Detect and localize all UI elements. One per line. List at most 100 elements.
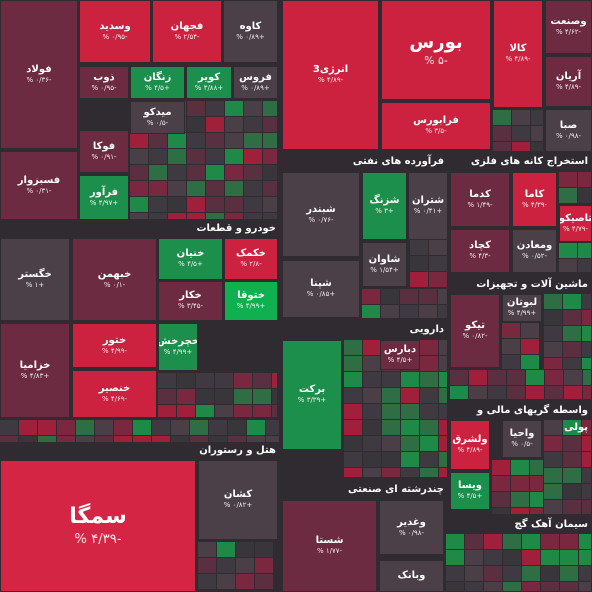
stock-tile[interactable]: کالا -۴/۸۹ % — [493, 0, 543, 108]
tile — [420, 356, 438, 371]
stock-tile[interactable]: خزامیا +۴/۸۳ % — [0, 323, 70, 418]
stock-tile[interactable]: کچاد -۴/۳ % — [450, 229, 510, 273]
stock-tile[interactable]: واحیا -۰/۵ % — [502, 420, 542, 458]
stock-tile[interactable]: شستا -۱/۷۷ % — [282, 500, 377, 592]
tile — [563, 358, 581, 369]
stock-tile[interactable]: خکار -۳/۴۵ % — [158, 281, 223, 321]
stock-tile[interactable]: ومعادن -۰/۵۲ % — [512, 229, 557, 273]
stock-tile[interactable]: شپنا +۰/۸۵ % — [282, 260, 360, 318]
tile — [114, 420, 132, 435]
tile — [244, 197, 262, 212]
stock-tile[interactable]: فروس +۰/۸۹ % — [233, 66, 278, 99]
stock-tile[interactable]: فولاد -۰/۳۶ % — [0, 0, 78, 149]
stock-tile[interactable]: فرآور +۴/۹۷ % — [79, 175, 129, 220]
stock-tile[interactable]: وبانک — [379, 560, 444, 592]
tile — [522, 582, 540, 591]
stock-tile[interactable]: کدما -۱/۴۹ % — [450, 172, 510, 227]
stock-tile[interactable]: ولشرق -۴/۸۹ % — [450, 420, 490, 470]
tile — [263, 165, 277, 180]
stock-change: -۳/۵ % — [425, 127, 447, 136]
sector-header: دارویی — [282, 321, 448, 338]
tile — [429, 256, 447, 271]
stock-tile[interactable]: فرابورس -۳/۵ % — [381, 102, 491, 150]
tile — [344, 420, 362, 435]
stock-tile[interactable]: وسدید -۰/۹۵ % — [79, 0, 151, 63]
stock-tile[interactable]: کاوه +۰/۸۹ % — [223, 0, 278, 63]
stock-tile[interactable]: خکمک -۲/۸ % — [224, 238, 278, 280]
stock-tile[interactable]: خنصیر -۴/۶۹ % — [72, 370, 157, 418]
tile — [544, 310, 562, 325]
tile — [168, 197, 186, 212]
tile — [401, 452, 419, 467]
tile — [382, 436, 400, 451]
stock-tile[interactable]: میدکو -۰/۵ % — [130, 101, 185, 134]
stock-tile[interactable]: وصنعت -۴/۶۲ % — [545, 0, 592, 54]
tile — [492, 508, 510, 514]
stock-tile[interactable]: تاصیکو -۴/۷۹ % — [559, 205, 592, 242]
tile — [507, 386, 525, 399]
tile — [57, 420, 75, 435]
tile — [228, 436, 246, 447]
stock-name: تیکو — [465, 320, 485, 332]
stock-tile[interactable]: شزنگ +۳ % — [362, 172, 407, 240]
stock-tile[interactable]: فوکا -۰/۹۱ % — [79, 130, 129, 173]
stock-tile[interactable]: بورس -۵ % — [381, 0, 491, 100]
tile — [344, 452, 362, 467]
tile — [198, 558, 216, 573]
stock-name: تاصیکو — [559, 212, 592, 224]
tile — [225, 149, 243, 164]
stock-tile[interactable]: کشان +۰/۸۲ % — [198, 460, 278, 540]
stock-change: +۳/۳۹ % — [297, 396, 327, 405]
stock-tile[interactable]: برکت +۳/۳۹ % — [282, 340, 342, 450]
tile — [450, 386, 468, 399]
stock-tile[interactable]: کاما -۴/۳۹ % — [512, 172, 557, 227]
stock-tile[interactable]: صبا -۰/۹۸ % — [545, 109, 592, 152]
tile — [503, 550, 521, 565]
tile — [530, 508, 543, 514]
stock-change: +۰/۸۹ % — [236, 32, 265, 41]
stock-tile[interactable]: ویسا +۴/۵ % — [450, 472, 490, 510]
stock-tile[interactable]: فسبزوار -۰/۳۱ % — [0, 151, 78, 220]
tile — [484, 582, 502, 591]
stock-tile[interactable]: خگستر +۱ % — [0, 238, 70, 321]
stock-change: +۴/۵ % — [145, 83, 170, 92]
tile — [511, 460, 529, 475]
tile — [582, 310, 591, 325]
stock-name: کاما — [524, 188, 545, 200]
stock-tile[interactable]: ختوقا +۴/۹۹ % — [224, 281, 278, 321]
tile — [420, 468, 438, 477]
stock-tile[interactable]: وغدیر -۰/۹۸ % — [379, 500, 444, 555]
stock-tile[interactable]: ختور -۴/۹۹ % — [72, 323, 157, 368]
stock-tile[interactable]: سمگا -۴/۳۹ % — [0, 460, 196, 592]
tile — [187, 117, 205, 132]
stock-tile[interactable]: آریان -۴/۸۹ % — [545, 56, 592, 107]
tile — [450, 370, 468, 385]
stock-tile[interactable]: دبارس +۴/۵ % — [380, 340, 420, 370]
stock-tile[interactable]: کویر +۴/۸۸ % — [186, 66, 232, 99]
tile — [272, 373, 277, 388]
tile — [225, 165, 243, 180]
stock-tile[interactable]: فجهان -۲/۵۴ % — [152, 0, 222, 63]
stock-tile[interactable]: خچرخش +۴/۹۹ % — [158, 323, 198, 371]
stock-tile[interactable]: لبوتان +۴/۹۹ % — [502, 294, 542, 322]
stock-tile[interactable]: شتران +۰/۴۱ % — [408, 172, 448, 240]
stock-tile[interactable]: زنگان +۴/۵ % — [130, 66, 185, 99]
stock-change: +۱ % — [25, 280, 45, 289]
stock-tile[interactable]: شبندر -۰/۷۶ % — [282, 172, 360, 257]
stock-tile[interactable]: شاوان +۱/۵۴ % — [362, 242, 407, 287]
tile — [247, 436, 265, 447]
stock-tile[interactable]: خنیان +۴/۵ % — [158, 238, 223, 280]
stock-name: وسدید — [99, 20, 131, 32]
stock-tile[interactable]: ذوب -۰/۹۵ % — [79, 66, 129, 99]
tile — [563, 342, 581, 357]
stock-change: +۴/۹۹ % — [163, 348, 193, 357]
stock-name: شزنگ — [369, 195, 400, 207]
tile — [0, 436, 18, 447]
stock-tile[interactable]: انرژی3 -۴/۸۹ % — [282, 0, 379, 150]
stock-tile[interactable]: خبهمن -۰/۱ % — [72, 238, 157, 321]
tile — [420, 388, 438, 403]
tile — [531, 142, 543, 151]
stock-tile[interactable]: تیکو -۰/۸۲ % — [450, 294, 500, 368]
stock-change: -۴/۸۹ % — [555, 82, 582, 91]
